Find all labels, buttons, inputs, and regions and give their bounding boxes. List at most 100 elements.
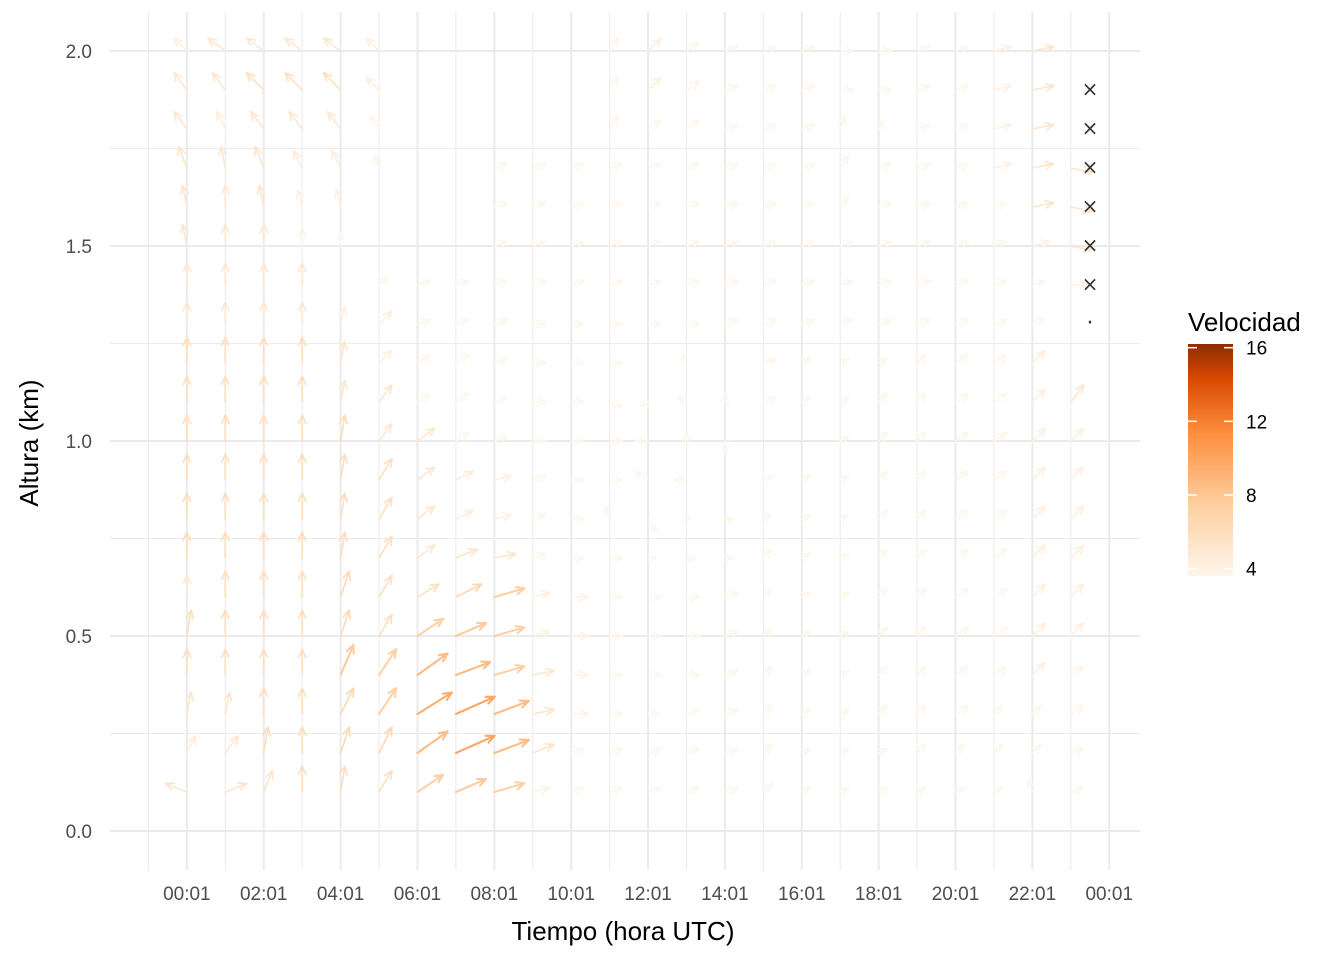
wind-arrow xyxy=(877,279,893,288)
wind-arrow xyxy=(531,667,556,677)
wind-arrow xyxy=(916,626,927,637)
wind-arrow xyxy=(493,318,509,327)
wind-arrow xyxy=(916,587,927,598)
legend-ticks: 4 8 12 16 xyxy=(1188,339,1267,581)
wind-arrow xyxy=(954,84,970,93)
x-tick-label: 22:01 xyxy=(1009,884,1057,905)
wind-arrow xyxy=(608,399,624,408)
wind-arrow xyxy=(839,786,850,796)
wind-arrow xyxy=(220,262,230,286)
wind-arrow xyxy=(993,704,1004,715)
wind-arrow xyxy=(493,162,509,171)
wind-arrow xyxy=(647,553,658,563)
wind-arrow xyxy=(493,699,530,716)
wind-arrow xyxy=(322,72,342,91)
wind-arrow xyxy=(724,240,739,249)
wind-arrow xyxy=(1070,544,1085,559)
wind-arrow xyxy=(377,687,398,716)
wind-arrow xyxy=(1070,665,1085,676)
missing-markers: · × × × × × × xyxy=(1082,77,1099,336)
wind-arrow xyxy=(182,414,192,442)
wind-arrow xyxy=(223,691,233,715)
wind-arrow xyxy=(800,396,812,406)
wind-arrow xyxy=(493,240,509,249)
wind-arrow xyxy=(993,392,1008,403)
wind-arrow xyxy=(1031,743,1042,754)
wind-arrow xyxy=(954,665,970,676)
wind-arrow xyxy=(608,592,624,602)
wind-arrow xyxy=(877,46,893,56)
wind-arrow xyxy=(677,396,688,406)
wind-arrow xyxy=(724,201,739,210)
wind-arrow xyxy=(877,786,889,796)
wind-arrow xyxy=(762,665,773,676)
wind-arrow xyxy=(800,84,816,93)
wind-arrow xyxy=(685,162,701,171)
wind-arrow xyxy=(455,548,479,559)
wind-arrow xyxy=(531,706,556,716)
wind-arrow xyxy=(993,548,1008,559)
wind-arrow xyxy=(292,150,303,169)
wind-arrow xyxy=(724,591,739,600)
wind-arrow xyxy=(224,734,239,754)
wind-arrow xyxy=(378,457,393,481)
wind-arrow xyxy=(284,72,303,91)
wind-arrow xyxy=(603,505,613,520)
wind-arrow xyxy=(608,709,624,719)
x-axis-title: Tiempo (hora UTC) xyxy=(512,916,735,946)
wind-arrow xyxy=(531,358,547,368)
wind-arrow xyxy=(685,279,701,288)
wind-arrow xyxy=(839,708,850,718)
wind-arrow xyxy=(297,453,307,481)
x-tick-label: 00:01 xyxy=(163,884,211,905)
wind-arrow xyxy=(954,279,970,288)
wind-arrow xyxy=(608,747,624,756)
wind-arrow xyxy=(954,318,970,327)
wind-arrow xyxy=(185,609,195,637)
wind-arrow xyxy=(1031,427,1047,442)
wind-arrow xyxy=(993,279,1008,288)
wind-arrow xyxy=(724,669,739,678)
wind-arrow xyxy=(839,154,850,169)
wind-arrow xyxy=(259,570,269,598)
x-tick-label: 06:01 xyxy=(394,884,442,905)
wind-arrow xyxy=(762,279,778,288)
wind-arrow xyxy=(724,45,739,54)
wind-arrow xyxy=(647,592,662,602)
wind-arrow xyxy=(800,708,812,718)
wind-arrow xyxy=(720,440,730,455)
wind-arrow xyxy=(369,115,380,130)
wind-arrow xyxy=(493,473,513,483)
wind-arrow xyxy=(839,279,854,288)
wind-arrow xyxy=(339,765,348,793)
wind-arrow xyxy=(295,189,305,208)
wind-arrow xyxy=(182,492,192,520)
wind-arrow xyxy=(672,475,688,485)
wind-arrow xyxy=(570,240,585,249)
wind-arrow xyxy=(531,552,547,561)
wind-arrow xyxy=(800,318,816,327)
x-tick-label: 04:01 xyxy=(317,884,365,905)
wind-arrow xyxy=(455,583,483,598)
wind-arrow xyxy=(1031,239,1051,249)
wind-arrow xyxy=(608,786,624,795)
legend-tick-label: 16 xyxy=(1246,339,1267,360)
wind-arrow xyxy=(839,46,854,56)
wind-arrow xyxy=(608,358,624,368)
wind-arrow xyxy=(916,84,931,93)
wind-arrow xyxy=(262,769,274,793)
wind-arrow xyxy=(647,319,662,329)
wind-arrow xyxy=(378,769,393,793)
wind-arrow xyxy=(1070,505,1085,520)
wind-arrow xyxy=(416,427,436,442)
wind-arrow xyxy=(877,704,889,715)
wind-arrow xyxy=(634,470,649,481)
y-tick-label: 1.0 xyxy=(66,432,92,453)
wind-arrow xyxy=(297,648,307,676)
vector-field xyxy=(164,37,1094,796)
wind-arrow xyxy=(762,201,778,210)
wind-arrow xyxy=(647,631,662,641)
wind-arrow xyxy=(339,570,351,598)
legend-colorbar xyxy=(1188,344,1233,576)
wind-arrow xyxy=(916,665,927,676)
